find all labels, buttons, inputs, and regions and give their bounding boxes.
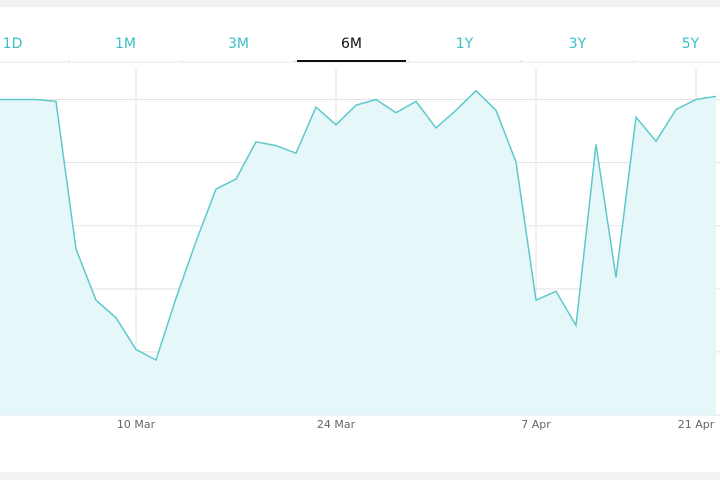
x-tick-label: 10 Mar [117,418,156,431]
price-line [0,89,717,362]
tab-label[interactable]: 3Y [569,36,587,52]
x-tick-label: 7 Apr [521,418,551,431]
plot: 10 Mar 24 Mar 7 Apr 21 Apr [0,68,720,431]
top-strip [0,0,720,7]
tab-label[interactable]: 6M [341,36,362,52]
tab-underline [297,60,406,62]
x-tick-label: 21 Apr [678,418,715,431]
x-tick-label: 24 Mar [317,418,356,431]
tab-label[interactable]: 1Y [456,36,474,52]
tab-label[interactable]: 1M [115,36,136,52]
tab-bar: 1D 1M 3M 6M 1Y 3Y 5Y [3,36,700,63]
bottom-strip [0,472,720,480]
tab-label[interactable]: 1D [3,36,23,52]
tab-label[interactable]: 5Y [682,36,700,52]
area-fill [0,90,716,415]
tab-label[interactable]: 3M [228,36,249,52]
